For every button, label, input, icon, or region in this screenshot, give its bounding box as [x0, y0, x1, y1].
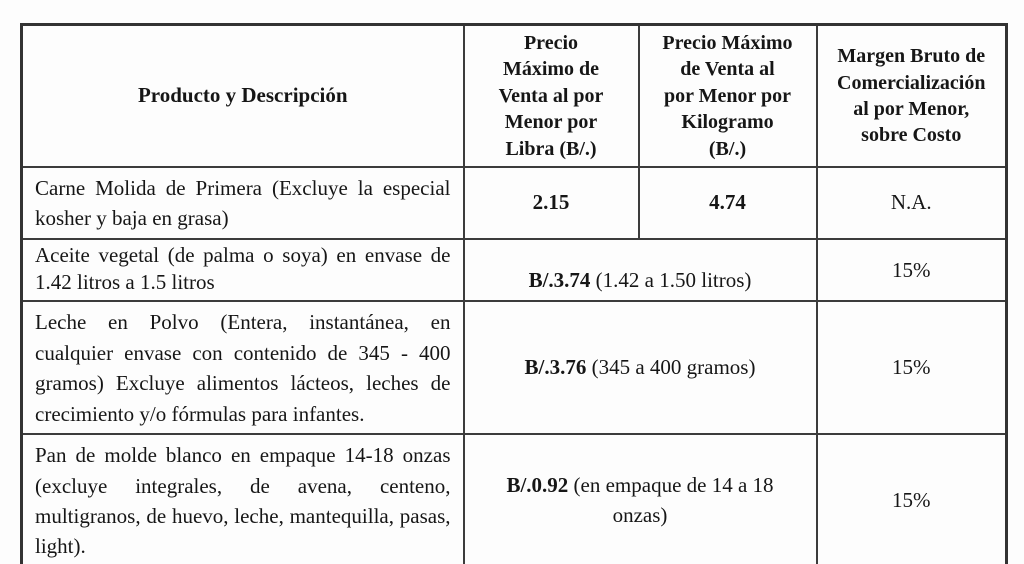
- table-row: Leche en Polvo (Entera, instantánea, en …: [20, 300, 1008, 436]
- col-header-margen: Margen Bruto de Comercialización al por …: [815, 23, 1008, 168]
- table-header-row: Producto y Descripción Precio Máximo de …: [20, 23, 1008, 168]
- table-row: Aceite vegetal (de palma o soya) en enva…: [20, 237, 1008, 303]
- table-row: Carne Molida de Primera (Excluye la espe…: [20, 165, 1008, 240]
- precio-merged-text: B/.3.74 (1.42 a 1.50 litros): [529, 266, 752, 295]
- col-header-precio-kilogramo: Precio Máximo de Venta al por Menor por …: [637, 23, 818, 168]
- cell-precio-merged: B/.0.92 (en empaque de 14 a 18 onzas): [462, 433, 818, 564]
- cell-margen: 15%: [815, 237, 1008, 303]
- cell-margen: N.A.: [815, 165, 1008, 240]
- price-table: Producto y Descripción Precio Máximo de …: [20, 23, 1008, 564]
- precio-value: B/.0.92: [506, 473, 569, 498]
- precio-value: B/.3.76: [524, 355, 587, 380]
- cell-producto: Aceite vegetal (de palma o soya) en enva…: [20, 237, 465, 303]
- cell-margen: 15%: [815, 433, 1008, 564]
- precio-detail: (1.42 a 1.50 litros): [590, 268, 752, 293]
- cell-precio-merged: B/.3.76 (345 a 400 gramos): [462, 300, 818, 436]
- col-header-precio-libra: Precio Máximo de Venta al por Menor por …: [462, 23, 640, 168]
- cell-producto: Leche en Polvo (Entera, instantánea, en …: [20, 300, 465, 436]
- precio-value: B/.3.74: [528, 268, 591, 293]
- cell-producto: Pan de molde blanco en empaque 14-18 onz…: [20, 433, 465, 564]
- cell-precio-merged: B/.3.74 (1.42 a 1.50 litros): [462, 237, 818, 303]
- col-header-producto: Producto y Descripción: [20, 23, 465, 168]
- precio-detail: (345 a 400 gramos): [586, 355, 756, 380]
- cell-producto: Carne Molida de Primera (Excluye la espe…: [20, 165, 465, 240]
- precio-merged-text: B/.0.92 (en empaque de 14 a 18 onzas): [480, 471, 800, 530]
- precio-merged-text: B/.3.76 (345 a 400 gramos): [525, 353, 756, 382]
- cell-precio-libra: 2.15: [462, 165, 640, 240]
- precio-detail: (en empaque de 14 a 18 onzas): [568, 473, 774, 527]
- cell-precio-kilogramo: 4.74: [637, 165, 818, 240]
- cell-margen: 15%: [815, 300, 1008, 436]
- table-row: Pan de molde blanco en empaque 14-18 onz…: [20, 433, 1008, 564]
